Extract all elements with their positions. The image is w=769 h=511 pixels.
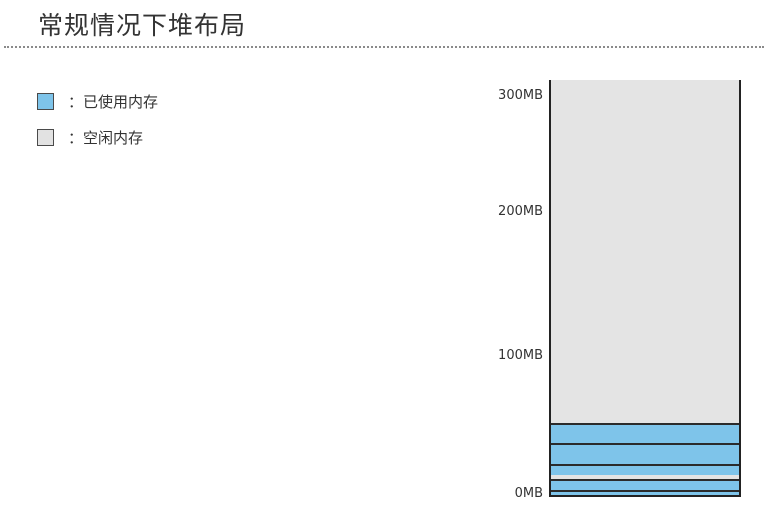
y-tick-label: 200MB (498, 204, 543, 219)
used-memory-block (551, 422, 739, 444)
used-memory-block (551, 489, 739, 495)
legend-label-used: ：已使用内存 (68, 92, 159, 111)
y-tick-label: 100MB (498, 348, 543, 363)
used-memory-block (551, 443, 739, 464)
page-title: 常规情况下堆布局 (38, 11, 247, 40)
free-memory-swatch (37, 128, 54, 146)
used-memory-swatch (37, 92, 54, 110)
legend: ：已使用内存 ：空闲内存 (37, 90, 158, 162)
used-memory-block (551, 463, 739, 475)
y-tick-label: 0MB (514, 486, 543, 501)
legend-label-free: ：空闲内存 (68, 128, 144, 147)
y-tick-label: 300MB (498, 88, 543, 103)
dotted-divider (4, 46, 764, 48)
heap-column (549, 80, 741, 497)
used-memory-block (551, 478, 739, 490)
legend-item-free: ：空闲内存 (37, 126, 158, 148)
legend-item-used: ：已使用内存 (37, 90, 158, 112)
